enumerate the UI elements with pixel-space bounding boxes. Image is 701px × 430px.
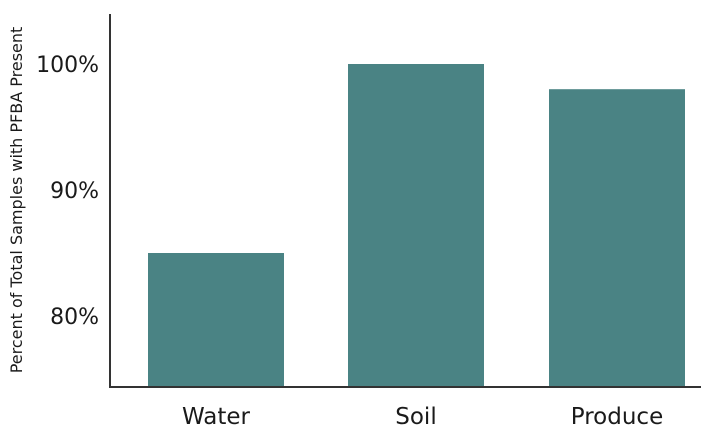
bar-soil bbox=[348, 64, 484, 387]
y-tick-label: 80% bbox=[50, 305, 99, 330]
bar-produce bbox=[549, 89, 685, 387]
y-tick-label: 100% bbox=[36, 53, 99, 78]
y-tick-labels: 80% 90% 100% bbox=[36, 53, 99, 330]
y-axis-title: Percent of Total Samples with PFBA Prese… bbox=[7, 27, 26, 374]
x-category-label: Soil bbox=[395, 404, 436, 430]
x-category-label: Produce bbox=[571, 404, 663, 430]
bars bbox=[148, 64, 685, 387]
x-category-labels: Water Soil Produce bbox=[182, 404, 663, 430]
y-tick-label: 90% bbox=[50, 179, 99, 204]
x-category-label: Water bbox=[182, 404, 251, 430]
bar-water bbox=[148, 253, 284, 387]
